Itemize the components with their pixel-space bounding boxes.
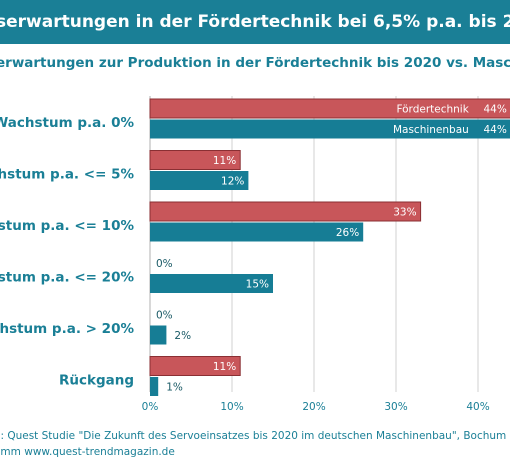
data-label: 26% (336, 227, 359, 239)
data-label: 11% (213, 361, 236, 373)
source-line-1: e: Quest Studie "Die Zukunft des Servoei… (0, 430, 507, 442)
data-label: 44% (483, 104, 506, 116)
x-tick-label: 10% (220, 401, 243, 413)
source-line-2: amm www.quest-trendmagazin.de (0, 446, 175, 458)
bars (149, 98, 510, 396)
category-label: nstum p.a. <= 10% (0, 218, 134, 234)
bar (150, 222, 364, 242)
bar (150, 325, 167, 345)
data-label: 0% (156, 310, 173, 322)
data-label: 0% (156, 258, 173, 270)
series-name-label: Fördertechnik (396, 104, 469, 116)
data-label: 2% (174, 330, 191, 342)
x-tick-label: 20% (302, 401, 325, 413)
data-label: 33% (393, 207, 416, 219)
bar (149, 150, 241, 170)
x-tick-label: 30% (384, 401, 407, 413)
bar (150, 274, 273, 293)
bar (150, 171, 249, 190)
data-label: 12% (221, 176, 244, 188)
data-label: 44% (483, 124, 506, 136)
bar (149, 98, 510, 119)
bar-chart: 0% 10% 20% 30% 40% Wachstum p.a. 0% 44% Fördert… (0, 96, 510, 414)
grid-lines (149, 96, 479, 392)
source-note: e: Quest Studie "Die Zukunft des Servoei… (0, 428, 510, 468)
category-label: chstum p.a. > 20% (0, 321, 134, 337)
bar (150, 377, 159, 396)
chart-subtitle: erwartungen zur Produktion in der Förder… (0, 55, 510, 71)
labels: 0% 10% 20% 30% 40% Wachstum p.a. 0% 44% Fördert… (0, 104, 507, 414)
bar (149, 201, 422, 222)
series-name-label: Maschinenbau (393, 124, 469, 136)
category-label: chstum p.a. <= 5% (0, 167, 134, 183)
x-tick-label: 0% (142, 401, 159, 413)
category-label: nstum p.a. <= 20% (0, 270, 134, 286)
x-tick-label: 40% (466, 401, 489, 413)
bar (150, 119, 510, 139)
chart-title: serwartungen in der Fördertechnik bei 6,… (0, 12, 510, 32)
data-label: 15% (246, 279, 269, 291)
chart-title-bar: serwartungen in der Fördertechnik bei 6,… (0, 0, 510, 44)
data-label: 11% (213, 155, 236, 167)
category-label: Wachstum p.a. 0% (0, 115, 134, 131)
category-label: Rückgang (59, 373, 134, 389)
data-label: 1% (166, 382, 183, 394)
bar (149, 356, 241, 376)
